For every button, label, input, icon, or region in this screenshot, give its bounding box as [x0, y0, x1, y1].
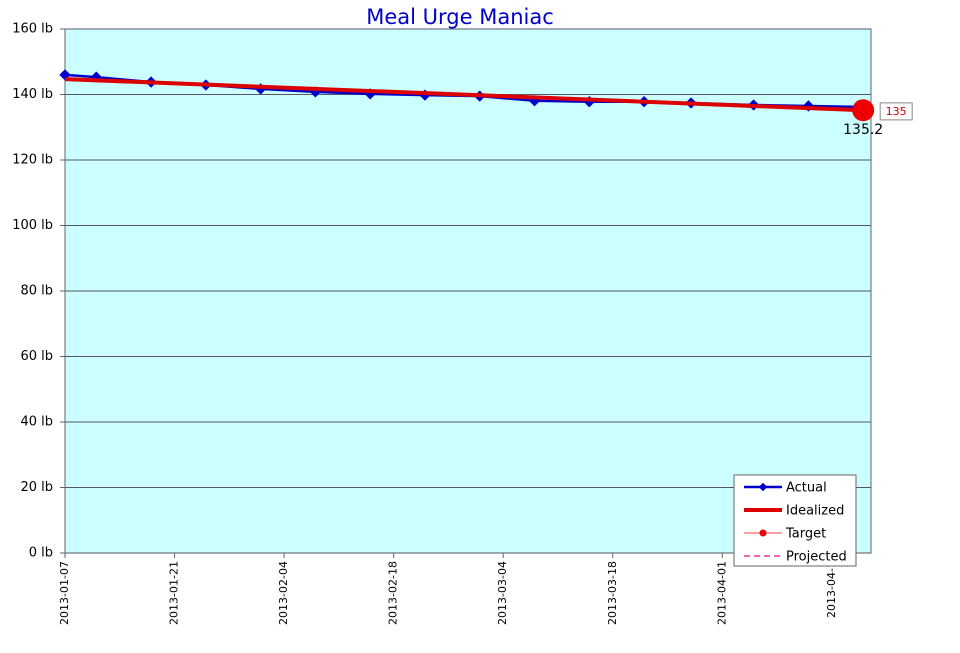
- end-point: [852, 99, 875, 122]
- legend: Actual Idealized Target Projected: [733, 474, 857, 567]
- target-box: [879, 102, 913, 121]
- legend-marker: [759, 529, 767, 537]
- y-tick-label: 100 lb: [12, 218, 53, 233]
- x-tick-label: 2013-01-21: [168, 561, 181, 625]
- y-tick-label: 140 lb: [12, 87, 53, 102]
- x-tick-label: 2013-02-18: [387, 561, 400, 625]
- x-tick-label: 2013-03-04: [496, 561, 509, 625]
- legend-label: Target: [785, 527, 826, 542]
- legend-label: Actual: [786, 481, 827, 496]
- y-tick-label: 0 lb: [29, 546, 53, 561]
- x-tick-label: 2013-04-1: [825, 561, 838, 618]
- legend-marker: [758, 482, 768, 492]
- y-tick-label: 120 lb: [12, 153, 53, 168]
- x-tick-label: 2013-01-07: [58, 561, 71, 625]
- chart-title: Meal Urge Maniac: [366, 5, 554, 29]
- legend-label: Projected: [786, 550, 847, 565]
- x-tick-label: 2013-03-18: [606, 561, 619, 625]
- y-tick-label: 40 lb: [20, 415, 53, 430]
- y-tick-label: 60 lb: [20, 349, 53, 364]
- legend-box: [733, 474, 857, 567]
- legend-label: Idealized: [786, 504, 844, 519]
- y-tick-label: 80 lb: [20, 284, 53, 299]
- x-tick-label: 2013-02-04: [277, 561, 290, 625]
- x-tick-label: 2013-04-01: [715, 561, 728, 625]
- y-tick-label: 160 lb: [12, 22, 53, 37]
- value-label: 135.2: [843, 122, 883, 138]
- target-label: 135: [886, 105, 907, 118]
- y-tick-label: 20 lb: [20, 480, 53, 495]
- series-line: [64, 77, 864, 113]
